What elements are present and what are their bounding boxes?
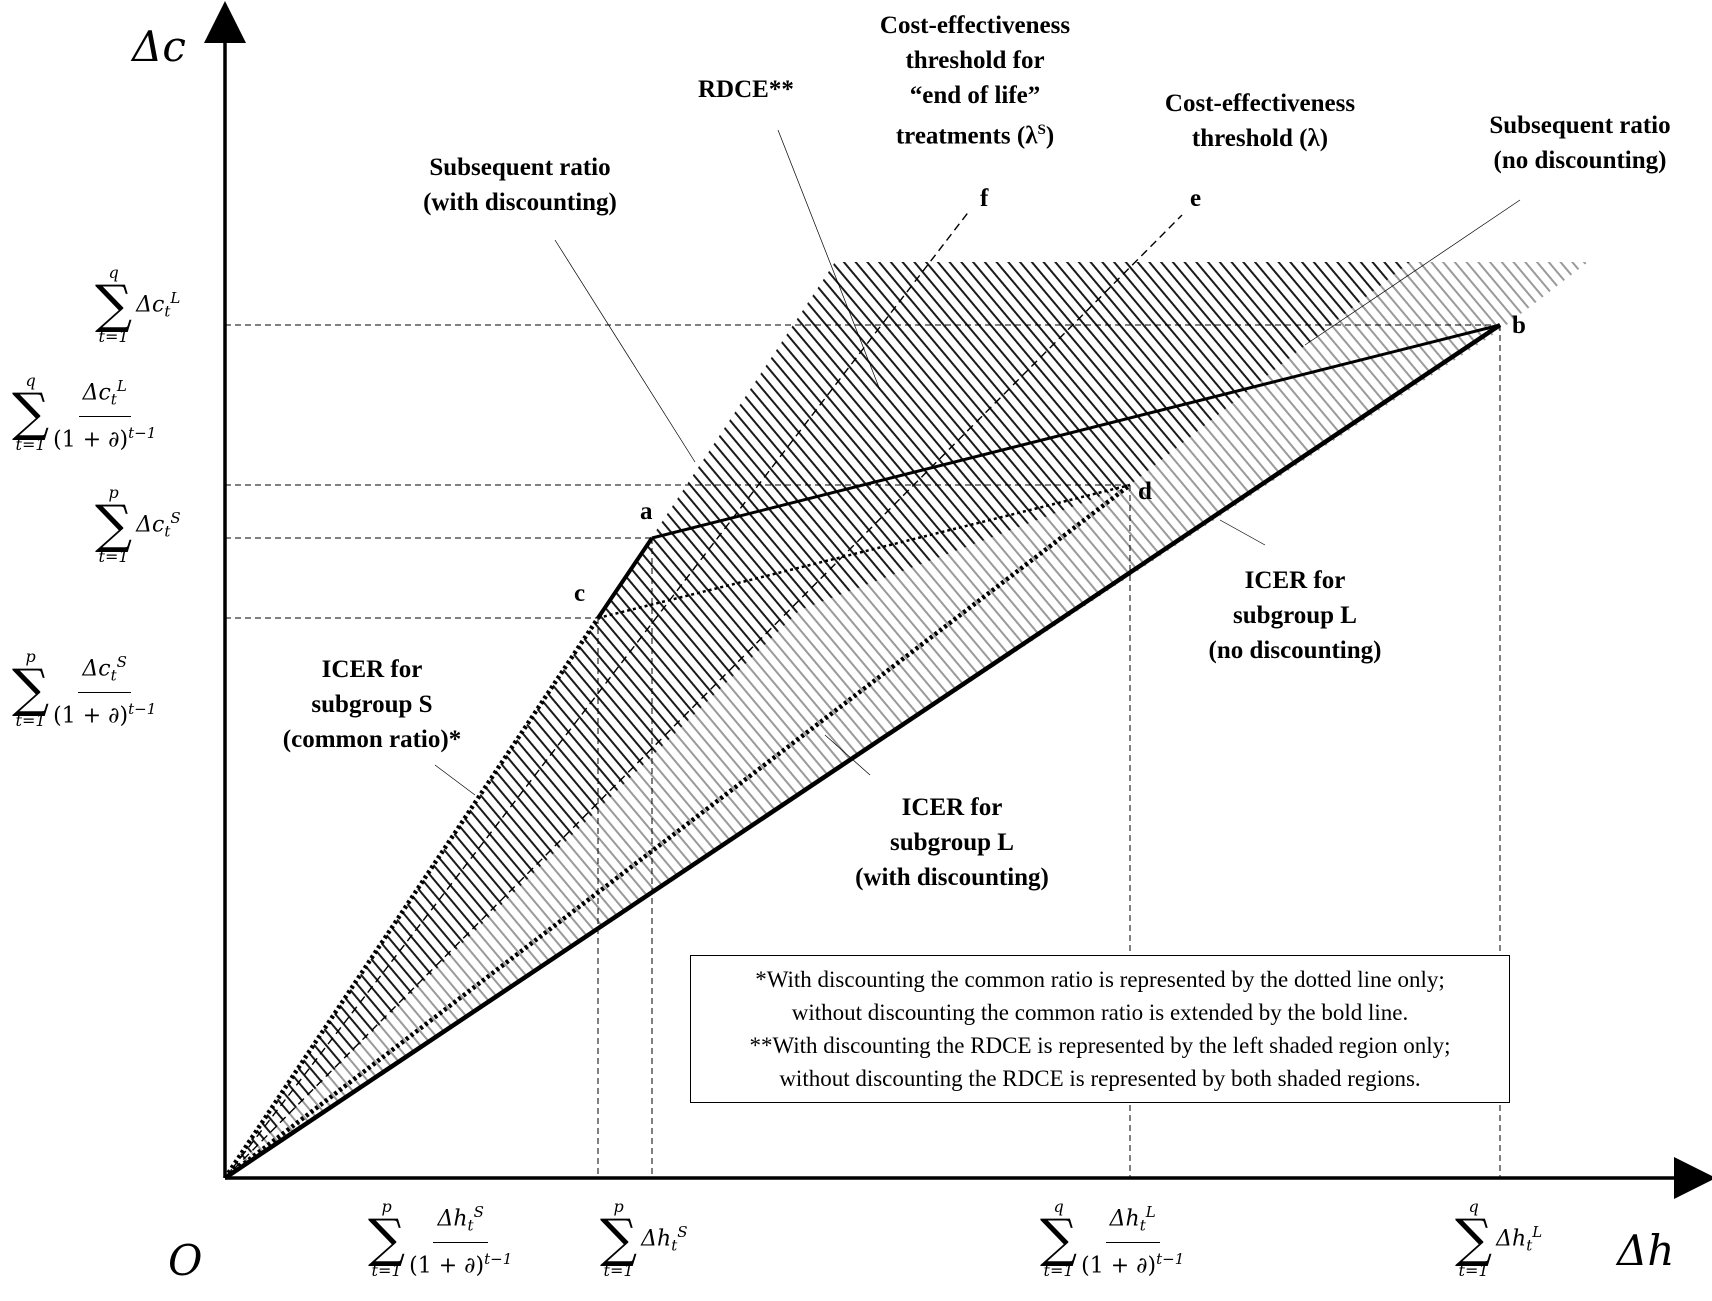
icer-l-disc-dotted-line — [223, 483, 1132, 1180]
leader-lines — [434, 129, 1521, 796]
eol-threshold-label: Cost-effectiveness threshold for “end of… — [879, 12, 1071, 150]
origin-label: O — [168, 1236, 203, 1285]
point-f-label: f — [980, 185, 989, 212]
footnote-line: *With discounting the common ratio is re… — [755, 967, 1445, 992]
x-tick-sum-dh-L: q ∑ t=1 ΔhtL — [1455, 1197, 1543, 1280]
subsequent-ratio-nodisc-label: Subsequent ratio (no discounting) — [1489, 112, 1671, 174]
y-axis-label: Δc — [132, 22, 186, 71]
y-tick-sum-dc-S: p ∑ t=1 ΔctS — [95, 483, 181, 566]
footnote-line: without discounting the common ratio is … — [791, 1000, 1409, 1025]
y-tick-sum-dc-L-discounted: q ∑ t=1 ΔctL (1 + ∂)t−1 — [12, 371, 157, 455]
footnote-line: without discounting the RDCE is represen… — [779, 1066, 1421, 1091]
point-d-label: d — [1138, 478, 1152, 505]
guide-lines — [225, 324, 1501, 1178]
y-tick-sum-dc-S-discounted: p ∑ t=1 ΔctS (1 + ∂)t−1 — [12, 647, 157, 731]
subseq-disc-dotted-line — [597, 483, 1131, 620]
icer-l-disc-label: ICER for subgroup L (with discounting) — [855, 794, 1049, 891]
threshold-line — [224, 214, 1183, 1179]
icer-s-label: ICER for subgroup S (common ratio)* — [282, 656, 462, 753]
x-tick-sum-dh-S-discounted: p ∑ t=1 ΔhtS (1 + ∂)t−1 — [368, 1197, 513, 1281]
x-axis-label: Δh — [1617, 1226, 1675, 1275]
point-e-label: e — [1190, 185, 1202, 212]
threshold-label: Cost-effectiveness threshold (λ) — [1164, 90, 1356, 152]
x-tick-sum-dh-S: p ∑ t=1 ΔhtS — [600, 1197, 688, 1280]
y-tick-sum-dc-L: q ∑ t=1 ΔctL — [95, 263, 181, 346]
icer-s-bold-line — [596, 536, 654, 620]
point-b-label: b — [1512, 312, 1526, 339]
subseq-nodisc-line — [651, 323, 1501, 540]
footnote-box: *With discounting the common ratio is re… — [690, 955, 1510, 1103]
footnote-line: **With discounting the RDCE is represent… — [749, 1033, 1451, 1058]
subsequent-ratio-disc-label: Subsequent ratio (with discounting) — [423, 154, 617, 216]
x-tick-sum-dh-L-discounted: q ∑ t=1 ΔhtL (1 + ∂)t−1 — [1040, 1197, 1185, 1281]
threshold-eol-line — [224, 209, 971, 1179]
point-a-label: a — [640, 498, 653, 525]
rdce-region-left — [225, 262, 1410, 1178]
icer-s-dotted-line — [223, 616, 600, 1180]
point-c-label: c — [574, 580, 586, 607]
icer-l-nodisc-line — [223, 323, 1502, 1180]
rdce-label: RDCE** — [698, 76, 794, 103]
icer-l-nodisc-label: ICER for subgroup L (no discounting) — [1208, 567, 1382, 664]
